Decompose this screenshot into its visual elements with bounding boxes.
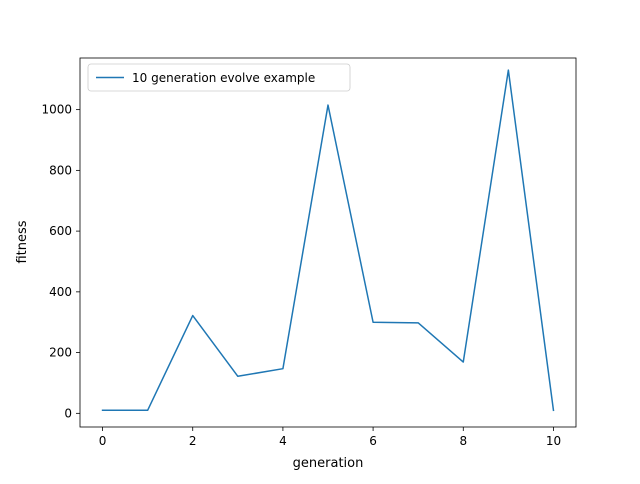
- x-tick-label: 0: [99, 434, 107, 448]
- y-axis-ticks: 0 200 400 600 800 1000: [41, 103, 80, 420]
- x-tick-label: 6: [369, 434, 377, 448]
- x-tick-label: 4: [279, 434, 287, 448]
- y-tick-label: 1000: [41, 103, 72, 117]
- x-tick-label: 8: [459, 434, 467, 448]
- y-tick-label: 0: [64, 406, 72, 420]
- x-axis-label: generation: [293, 456, 364, 471]
- axes-frame: [79, 57, 577, 428]
- plot-area: [79, 57, 577, 428]
- x-axis-ticks: 0 2 4 6 8 10: [99, 427, 561, 448]
- y-axis-label: fitness: [15, 220, 30, 263]
- legend: 10 generation evolve example: [87, 63, 351, 92]
- y-tick-label: 600: [49, 224, 72, 238]
- legend-label: 10 generation evolve example: [132, 71, 315, 85]
- series-line-0: [101, 69, 555, 412]
- legend-box: [87, 63, 351, 92]
- y-tick-label: 400: [49, 285, 72, 299]
- y-tick-label: 200: [49, 346, 72, 360]
- x-tick-label: 2: [189, 434, 197, 448]
- y-tick-label: 800: [49, 163, 72, 177]
- x-tick-label: 10: [546, 434, 561, 448]
